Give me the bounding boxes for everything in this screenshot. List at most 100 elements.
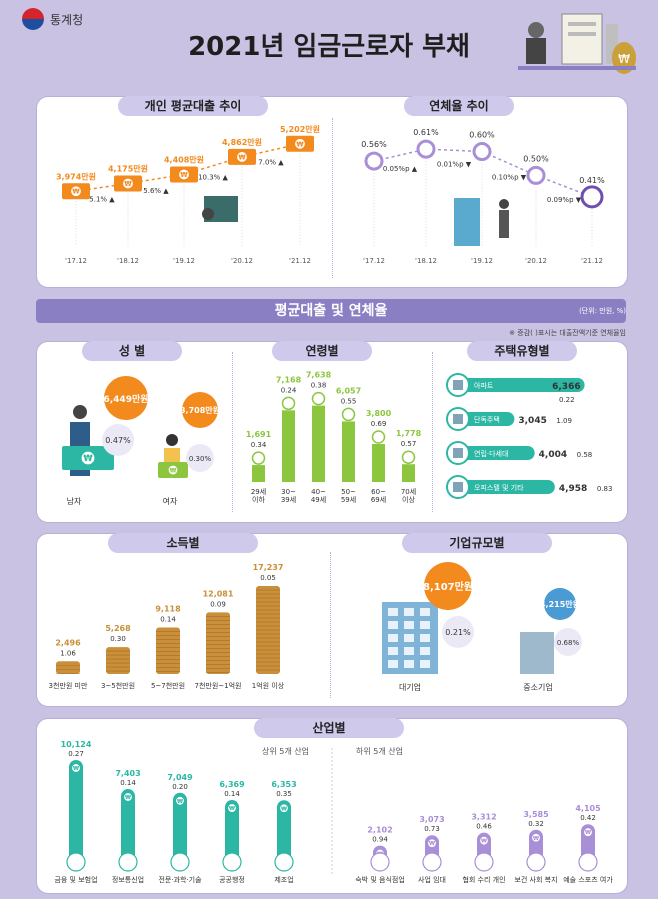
industry-value-label: 6,353 [271,780,296,789]
building-window [404,647,414,655]
industry-rate-label: 0.35 [276,790,292,798]
income-value-label: 5,268 [105,624,131,633]
industry-icon [170,852,190,872]
unit-label: (단위: 만원, %) [579,307,626,315]
loan-x-tick: '21.12 [289,257,311,265]
won-icon-glyph: ₩ [177,799,183,805]
delq-change-label: 0.01%p ▼ [437,160,472,168]
delq-point [416,139,436,159]
sme-loan-label: 4,215만원 [540,599,580,609]
industry-rate-label: 0.94 [372,836,388,844]
taegeuk-icon [22,8,44,30]
income-value-label: 2,496 [55,638,81,647]
bottom5-label: 하위 5개 산업 [356,747,403,756]
won-icon [226,802,238,814]
industry-icon [118,852,138,872]
industry-value-label: 3,585 [523,810,549,819]
industry-x-tick: 사업 임대 [418,875,446,884]
industry-value-label: 4,105 [575,804,601,813]
building-window [420,647,430,655]
industry-icon [274,852,294,872]
delq-x-tick: '20.12 [525,257,547,265]
loan-x-tick: '17.12 [65,257,87,265]
income-x-tick: 3~5천만원 [101,681,135,690]
won-icon-glyph: ₩ [83,453,93,463]
female-rate-bubble [186,444,214,472]
divider-3 [330,552,331,698]
male-rate-bubble [102,424,134,456]
income-company-card [36,533,628,707]
delq-x-tick: '18.12 [415,257,437,265]
delq-value-label: 0.61% [413,128,439,137]
delinquency-trend-title: 연체율 추이 [404,96,514,116]
housing-rate-label: 0.22 [559,396,575,404]
loan-value-label: 4,175만원 [108,164,148,174]
loan-value-label: 4,408만원 [164,154,204,164]
industry-x-tick: 제조업 [274,876,293,884]
building-icon [454,198,480,246]
person-icon [371,430,386,444]
housing-label: 오피스텔 및 기타 [474,483,524,492]
person-icon [281,396,296,411]
industry-rate-label: 0.14 [120,779,136,787]
male-loan-bubble [104,376,148,420]
loan-change-label: 10.3% ▲ [198,174,228,182]
age-x-tick: 60~ 69세 [371,488,386,504]
coin-stack-bar [56,661,80,674]
building-window [404,634,414,642]
divider-1 [232,352,233,512]
income-x-tick: 1억원 이상 [252,681,285,690]
won-icon [478,835,490,846]
trend-divider [332,118,333,278]
age-value-label: 1,778 [396,429,422,438]
building-window [388,621,398,629]
income-x-tick: 5~7천만원 [151,681,185,690]
industry-rate-label: 0.14 [224,790,240,798]
industry-bar [121,789,135,868]
housing-rate-label: 1.09 [556,417,572,425]
won-icon-glyph: ₩ [585,830,591,836]
female-label: 여자 [163,496,178,506]
won-icon-glyph: ₩ [533,836,539,842]
female-rate-label: 0.30% [189,455,212,463]
industry-icon [66,852,86,872]
industry-value-label: 3,312 [471,813,496,822]
income-rate-label: 0.30 [110,635,126,643]
building-window [388,647,398,655]
won-icon [177,168,191,181]
age-bar [402,464,415,482]
delq-x-tick: '21.12 [581,257,603,265]
housing-bar [450,480,555,494]
industry-value-label: 3,073 [419,815,444,824]
age-rate-label: 0.57 [401,440,417,448]
won-icon-glyph: ₩ [229,806,235,812]
industry-bar [277,800,291,868]
won-icon [121,177,135,190]
won-icon [69,185,83,198]
male-label: 남자 [67,497,82,506]
industry-x-tick: 숙박 및 음식점업 [355,875,405,884]
loan-change-label: 5.1% ▲ [89,195,115,203]
age-bar [312,405,325,482]
debt-illustration-icon: ₩ [518,13,636,74]
loan-x-tick: '18.12 [117,257,139,265]
industry-rate-label: 0.46 [476,823,492,831]
won-icon-glyph: ₩ [281,806,287,812]
industry-value-label: 10,124 [61,740,92,749]
large-company-label: 대기업 [399,683,421,692]
won-icon [70,762,82,774]
income-rate-label: 0.05 [260,574,276,582]
female-person-head [166,434,178,446]
won-icon [293,137,307,150]
industry-x-tick: 금융 및 보험업 [54,876,97,884]
delq-change-label: 0.09%p ▼ [547,196,582,204]
income-chart: 2,496 1.06 3천만원 미만 5,268 0.30 3~5천만원 9,118 0.14… [49,563,285,690]
loan-value-label: 5,202만원 [280,124,320,134]
housing-label: 연립·다세대 [474,449,508,458]
age-chart: 1,691 0.34 29세 이하 7,168 0.24 30~ 39세 7,638 0.38 40… [246,371,422,504]
delq-value-label: 0.50% [523,154,549,163]
page-title: 2021년 임금근로자 부채 [188,32,470,62]
delq-value-label: 0.56% [361,140,387,149]
age-value-label: 6,057 [336,386,361,395]
loan-change-label: 7.0% ▲ [258,158,284,166]
